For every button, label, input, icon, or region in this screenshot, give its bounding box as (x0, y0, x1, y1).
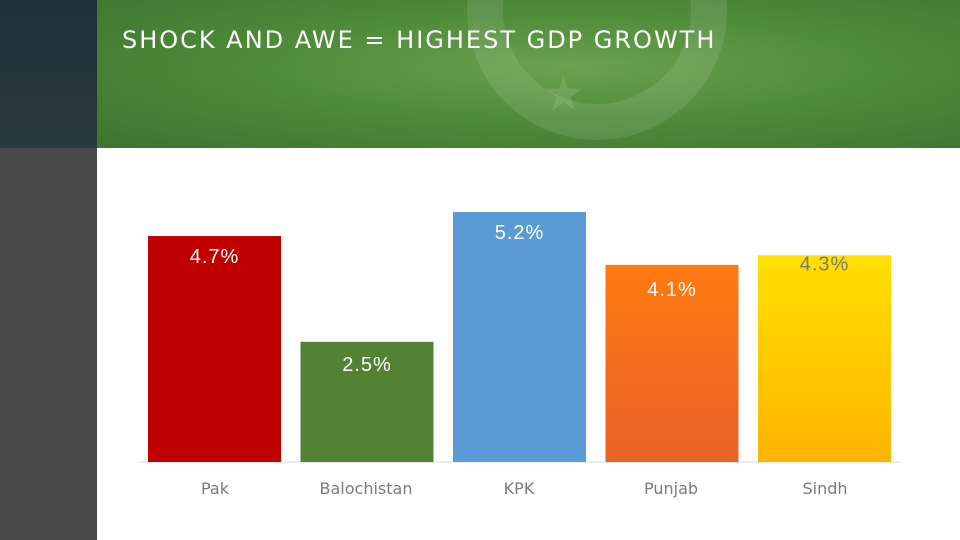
data-label-punjab: 4.1% (647, 279, 697, 301)
header-banner: ★ (97, 0, 960, 148)
data-label-pak: 4.7% (190, 246, 240, 268)
bar-pak (148, 236, 281, 462)
x-tick-label-punjab: Punjab (644, 479, 698, 498)
bar-balochistan (300, 341, 434, 462)
left-strip-top (0, 0, 97, 148)
x-tick-label-kpk: KPK (504, 479, 535, 498)
data-label-balochistan: 2.5% (342, 354, 392, 376)
x-tick-label-balochistan: Balochistan (320, 479, 413, 498)
star-icon: ★ (542, 66, 586, 122)
bar-kpk (453, 212, 586, 462)
data-label-sindh: 4.3% (800, 253, 850, 275)
x-tick-label-pak: Pak (201, 479, 230, 498)
page-title: SHOCK AND AWE = HIGHEST GDP GROWTH (122, 26, 717, 54)
bar-punjab (605, 264, 739, 462)
data-label-kpk: 5.2% (495, 222, 545, 244)
x-tick-label-sindh: Sindh (802, 479, 847, 498)
bar-sindh (758, 255, 891, 462)
